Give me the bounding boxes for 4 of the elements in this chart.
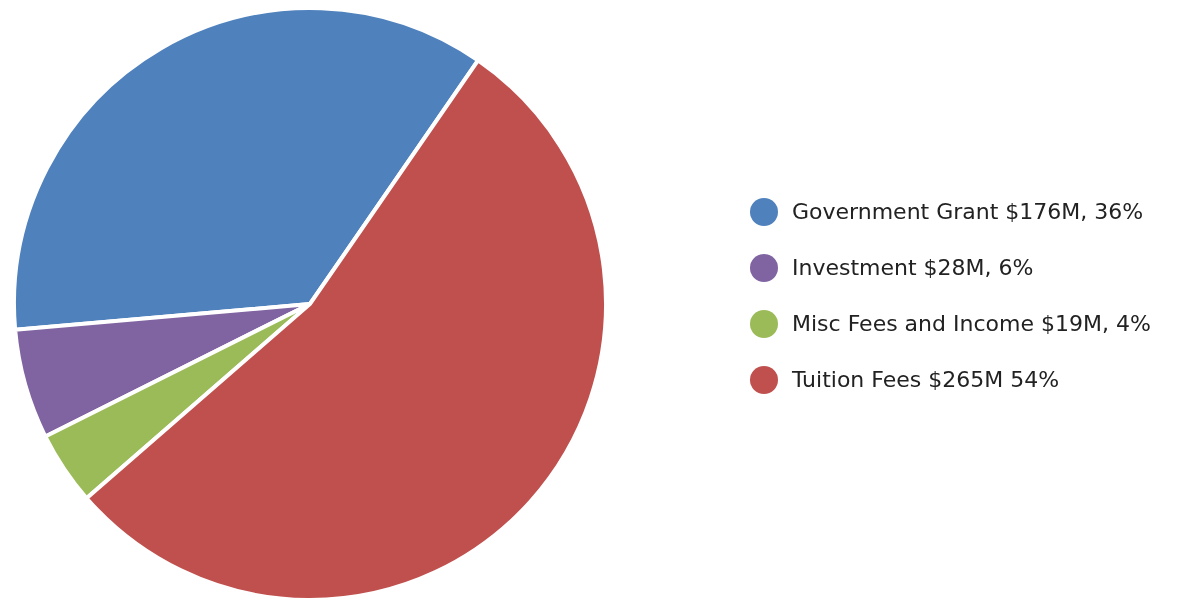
legend-label: Government Grant $176M, 36% bbox=[792, 199, 1144, 224]
legend-label: Misc Fees and Income $19M, 4% bbox=[792, 311, 1151, 336]
legend-label: Investment $28M, 6% bbox=[792, 255, 1034, 280]
legend-label: Tuition Fees $265M 54% bbox=[792, 367, 1060, 392]
